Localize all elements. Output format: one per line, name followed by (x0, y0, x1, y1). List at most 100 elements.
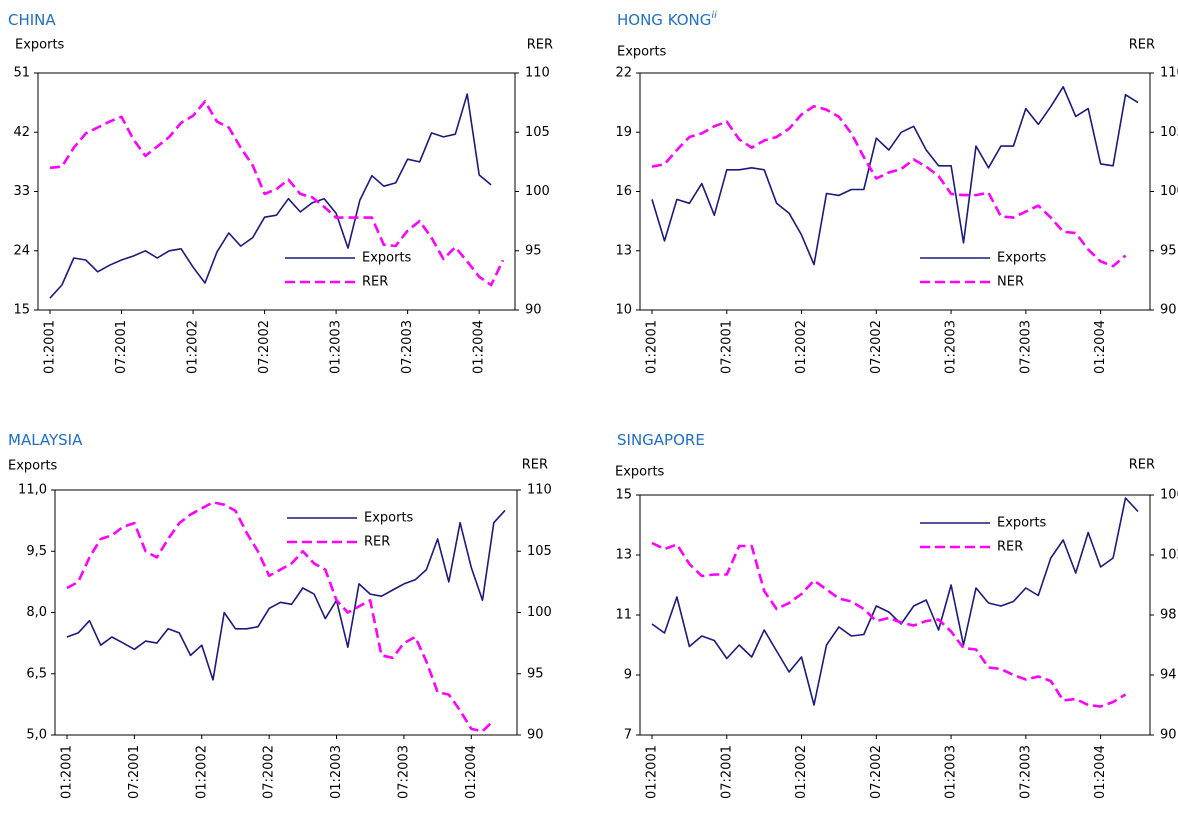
y-tick-label: 7 (624, 728, 632, 743)
x-tick-label: 01:2004 (464, 745, 479, 799)
title-superscript: ii (711, 10, 717, 21)
chart-panel: MALAYSIA Exports RER 5,0 6,5 8,0 9,5 11,0 90 95 10… (8, 431, 552, 800)
x-tick-label: 07:2002 (869, 320, 884, 374)
y2-tick-label: 90 (1160, 728, 1177, 743)
series-line (651, 497, 1139, 706)
y2-tick-label: 105 (525, 125, 550, 140)
x-tick-label: 01:2003 (944, 320, 959, 374)
y-tick-label: 15 (615, 488, 632, 503)
x-tick-label: 07:2001 (719, 320, 734, 374)
x-tick-label: 07:2001 (719, 745, 734, 799)
series-line (651, 541, 1127, 708)
y-tick-label: 8,0 (26, 605, 47, 620)
y-axis-label: Exports (615, 465, 665, 480)
y2-tick-label: 90 (527, 728, 544, 743)
y-axis-label: Exports (617, 45, 667, 60)
legend-label: Exports (997, 251, 1047, 266)
y2-tick-label: 90 (525, 303, 542, 318)
chart-panel: HONG KONGii Exports RER 10 13 16 19 22 90 95 100 10… (615, 10, 1178, 374)
y2-tick-label: 100 (527, 605, 552, 620)
x-tick-label: 01:2003 (944, 745, 959, 799)
series-line (651, 104, 1127, 268)
y-tick-label: 51 (13, 66, 30, 81)
title-text: MALAYSIA (8, 431, 83, 449)
legend-label: RER (364, 535, 390, 550)
y2-tick-label: 102 (1160, 548, 1178, 563)
y-axis-label: Exports (8, 459, 58, 474)
y2-tick-label: 95 (527, 666, 544, 681)
series-line (651, 86, 1139, 266)
x-tick-label: 01:2001 (60, 745, 75, 799)
x-tick-label: 01:2003 (329, 745, 344, 799)
y-tick-label: 15 (13, 303, 30, 318)
y2-tick-label: 100 (525, 184, 550, 199)
x-tick-label: 01:2001 (645, 320, 660, 374)
chart-title: MALAYSIA (8, 431, 83, 449)
y2-axis-label: RER (527, 38, 553, 53)
y-axis-label: Exports (15, 38, 65, 53)
y-tick-label: 24 (13, 243, 30, 258)
chart-title: CHINA (8, 11, 56, 29)
x-tick-label: 01:2002 (194, 745, 209, 799)
x-tick-label: 01:2004 (1093, 320, 1108, 374)
y-tick-label: 9 (624, 668, 632, 683)
y2-tick-label: 94 (1160, 668, 1177, 683)
y-tick-label: 42 (13, 125, 30, 140)
x-tick-label: 01:2001 (43, 320, 58, 374)
y-tick-label: 13 (615, 548, 632, 563)
y-tick-label: 13 (615, 243, 632, 258)
y-tick-label: 19 (615, 125, 632, 140)
x-tick-label: 01:2003 (329, 320, 344, 374)
series-line (66, 509, 506, 681)
series-line (49, 100, 505, 287)
y2-tick-label: 106 (1160, 488, 1178, 503)
y-tick-label: 11,0 (18, 483, 47, 498)
y-tick-label: 10 (615, 303, 632, 318)
chart-panel: SINGAPORE Exports RER 7 9 11 13 15 90 94 98 102 106 0… (615, 431, 1178, 800)
x-tick-label: 01:2002 (186, 320, 201, 374)
y2-tick-label: 110 (1160, 66, 1178, 81)
x-tick-label: 07:2002 (257, 320, 272, 374)
y2-tick-label: 95 (1160, 243, 1177, 258)
x-tick-label: 01:2002 (794, 320, 809, 374)
x-tick-label: 01:2004 (472, 320, 487, 374)
title-text: SINGAPORE (617, 431, 705, 449)
y-tick-label: 16 (615, 184, 632, 199)
y2-axis-label: RER (1129, 458, 1155, 473)
legend-label: RER (362, 275, 388, 290)
legend-label: NER (997, 275, 1024, 290)
x-tick-label: 07:2002 (262, 745, 277, 799)
x-tick-label: 07:2001 (114, 320, 129, 374)
y2-tick-label: 105 (1160, 125, 1178, 140)
y2-tick-label: 105 (527, 544, 552, 559)
y-tick-label: 22 (615, 66, 632, 81)
y2-tick-label: 98 (1160, 608, 1177, 623)
y2-tick-label: 100 (1160, 184, 1178, 199)
x-tick-label: 07:2002 (869, 745, 884, 799)
y-tick-label: 9,5 (26, 544, 47, 559)
title-text: HONG KONG (617, 11, 711, 29)
y2-axis-label: RER (522, 458, 548, 473)
series-line (49, 93, 492, 299)
chart-title: HONG KONGii (617, 10, 717, 29)
legend-label: Exports (362, 251, 412, 266)
y2-tick-label: 90 (1160, 303, 1177, 318)
x-tick-label: 07:2001 (127, 745, 142, 799)
legend-label: Exports (364, 511, 414, 526)
chart-panel: CHINA Exports RER 15 24 33 42 51 90 95 100 105 110 01… (8, 11, 553, 375)
y2-axis-label: RER (1129, 38, 1155, 53)
y-tick-label: 33 (13, 184, 30, 199)
x-tick-label: 07:2003 (400, 320, 415, 374)
chart-title: SINGAPORE (617, 431, 705, 449)
x-tick-label: 07:2003 (1018, 320, 1033, 374)
x-tick-label: 07:2003 (396, 745, 411, 799)
plot-frame (54, 489, 518, 736)
plot-frame (37, 72, 516, 311)
legend-label: RER (997, 540, 1023, 555)
title-text: CHINA (8, 11, 56, 29)
y2-tick-label: 110 (527, 483, 552, 498)
y2-tick-label: 110 (525, 66, 550, 81)
series-line (66, 501, 495, 733)
